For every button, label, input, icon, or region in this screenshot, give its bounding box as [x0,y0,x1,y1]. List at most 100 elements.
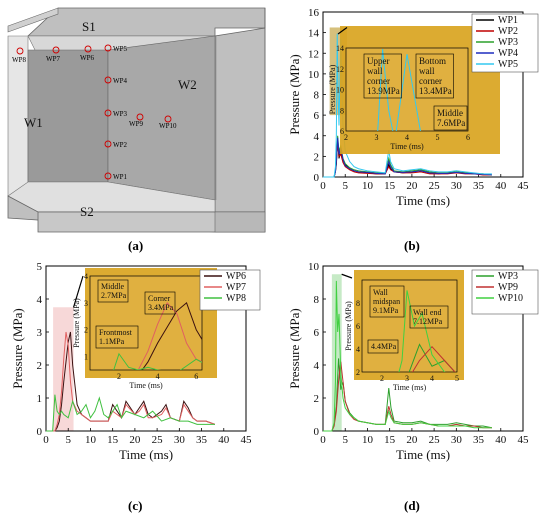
inset-series-line-wp7 [137,301,202,370]
inset-annotation: Upper [367,56,390,66]
label-s1: S1 [82,19,96,34]
inset-annotation: 4.4MPa [371,342,397,351]
svg-text:WP1: WP1 [113,173,128,181]
x-tick-label: 15 [384,180,396,192]
svg-text:WP10: WP10 [159,122,177,130]
inset-y-axis-label: Pressure (MPa) [344,301,353,351]
wp8-marker: WP8 [12,47,27,64]
inset-series-line-wp8 [113,352,202,370]
inset-annotation: Middle [437,108,463,118]
legend-label: WP6 [226,271,246,282]
inset-y-tick-label: 10 [336,86,344,95]
x-tick-label: 20 [129,434,141,446]
inset-annotation: 9.1MPa [373,306,399,315]
y-tick-label: 6 [314,327,320,339]
inset-x-tick-label: 2 [117,372,121,381]
x-tick-label: 35 [196,434,208,446]
y-tick-label: 5 [37,261,43,273]
y-axis-label: Pressure (MPa) [10,308,25,389]
x-axis-label: Time (ms) [396,193,450,208]
wp9-marker: WP9 [129,113,144,128]
inset-y-tick-label: 3 [84,299,88,308]
annotation-box [97,279,129,303]
plot-frame [45,265,247,432]
legend-label: WP3 [498,271,518,282]
inset-annotation: Wall end [413,308,441,317]
inset-series-line-wp10 [398,290,446,372]
x-tick-label: 30 [174,434,186,446]
inset-annotation: wall [367,66,383,76]
wp6-marker: WP6 [80,45,95,62]
x-tick-label: 35 [473,434,485,446]
channel-diagram: S1 S2 W1 W2 WP1 WP2 WP3 WP4 WP5 WP6 WP7 … [7,7,266,233]
inset-y-tick-label: 2 [356,368,360,377]
annotation-box [144,291,176,315]
legend-label: WP3 [498,37,518,48]
inset-x-axis-label: Time (ms) [129,381,163,390]
x-tick-label: 45 [518,180,530,192]
panel-label-c: (c) [128,498,142,513]
inset-x-tick-label: 2 [380,374,384,383]
x-tick-label: 10 [362,434,374,446]
x-tick-label: 15 [384,434,396,446]
y-tick-label: 10 [308,69,320,81]
inset-annotation: 13.4MPa [419,86,452,96]
x-tick-label: 0 [320,180,326,192]
top-flange-front [7,7,59,33]
plot-frame [322,265,524,432]
svg-text:WP7: WP7 [46,55,61,63]
annotation-box [433,105,468,131]
y-tick-label: 6 [314,110,320,122]
series-line-wp8 [46,394,215,432]
x-tick-label: 30 [451,180,463,192]
inset-x-tick-label: 3 [375,133,379,142]
annotation-box [95,325,139,349]
y-tick-label: 8 [314,90,320,102]
w2-outer-face [214,8,266,233]
annotation-box [409,305,449,329]
label-w2: W2 [178,77,197,92]
inset-annotation: 2.7MPa [101,291,127,300]
inset-annotation: 1.1MPa [99,337,125,346]
y-axis-label: Pressure (MPa) [287,54,302,135]
inset-annotation: Middle [101,282,125,291]
series-line-wp10 [323,280,492,432]
inset-x-axis-label: Time (ms) [393,383,427,392]
inset-y-tick-label: 6 [340,127,344,136]
highlight-band [331,274,342,431]
legend-label: WP1 [498,15,518,26]
y-tick-label: 0 [37,426,43,438]
wp4-marker: WP4 [104,76,128,85]
x-tick-label: 25 [152,434,164,446]
zoom-arrow [72,275,84,308]
y-tick-label: 4 [314,131,320,143]
annotation-box [367,339,399,354]
inset-y-tick-label: 4 [84,272,88,281]
legend-label: WP9 [498,282,518,293]
x-tick-label: 5 [65,434,71,446]
panel-label-d: (d) [404,498,420,513]
inset-y-tick-label: 6 [356,322,360,331]
x-tick-label: 45 [518,434,530,446]
annotation-box [363,53,402,99]
x-tick-label: 40 [218,434,230,446]
y-tick-label: 8 [314,294,320,306]
svg-text:WP5: WP5 [113,45,128,53]
legend-label: WP5 [498,59,518,70]
y-tick-label: 3 [37,327,43,339]
wp7-marker: WP7 [46,46,61,63]
inset-y-tick-label: 1 [84,353,88,362]
svg-text:WP3: WP3 [113,110,128,118]
inset-y-tick-label: 8 [356,299,360,308]
y-tick-label: 14 [308,28,320,40]
inset-y-tick-label: 2 [84,326,88,335]
inset-annotation: Corner [148,294,171,303]
y-tick-label: 12 [308,48,319,60]
legend-label: WP10 [498,293,523,304]
series-line-wp5 [323,33,492,178]
series-line-wp7 [46,331,216,432]
y-tick-label: 16 [308,7,320,19]
inset-x-axis-label: Time (ms) [390,142,424,151]
